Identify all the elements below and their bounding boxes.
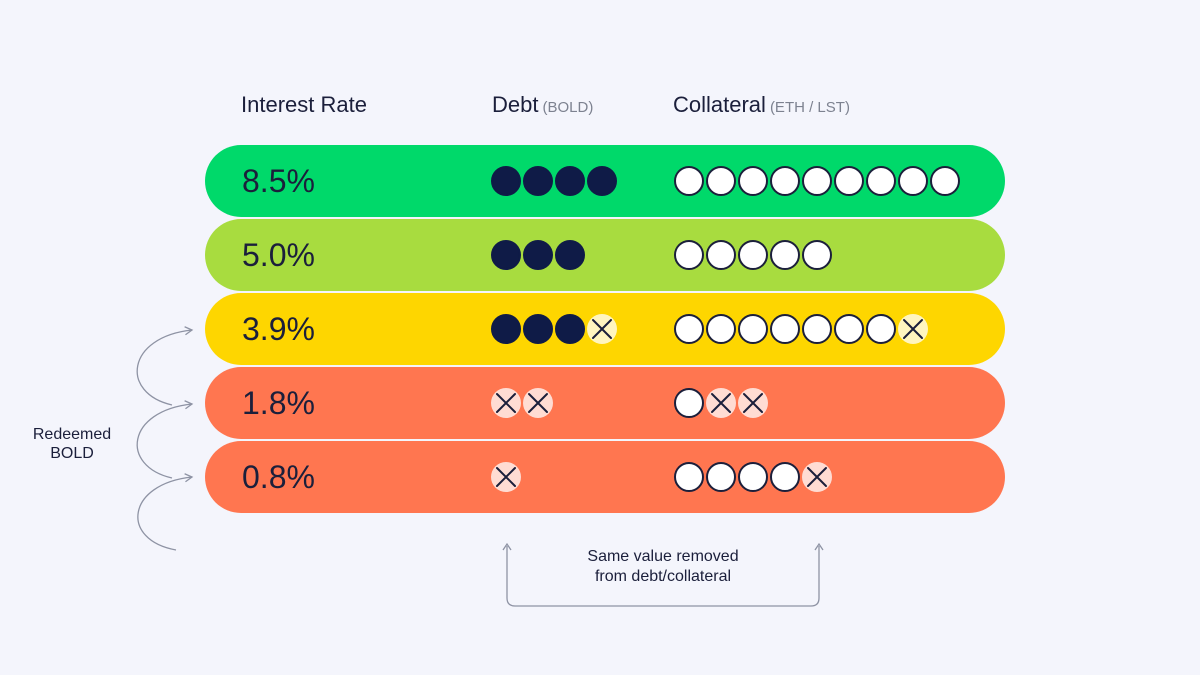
debt-circles [491, 314, 619, 344]
collateral-unit-circle [866, 314, 896, 344]
rate-label: 3.9% [242, 311, 315, 347]
collateral-unit-circle [738, 314, 768, 344]
rate-label: 5.0% [242, 237, 315, 273]
removed-x-icon [807, 467, 827, 487]
debt-unit-circle [523, 240, 553, 270]
bracket-arrow-right [814, 542, 824, 551]
removed-x-icon [528, 393, 548, 413]
debt-removed-circle [587, 314, 617, 344]
rate-label: 8.5% [242, 163, 315, 199]
collateral-unit-circle [674, 388, 704, 418]
collateral-unit-circle [738, 166, 768, 196]
interest-rate-header-label: Interest Rate [241, 92, 367, 117]
interest-rate-header: Interest Rate [241, 92, 367, 118]
value-removed-note-line-1: Same value removed [587, 548, 739, 565]
value-removed-note-line-2: from debt/collateral [594, 568, 732, 585]
collateral-unit-circle [770, 462, 800, 492]
collateral-unit-circle [674, 166, 704, 196]
collateral-unit-circle [738, 240, 768, 270]
debt-unit-circle [587, 166, 617, 196]
debt-unit-circle [523, 166, 553, 196]
debt-unit-circle [491, 166, 521, 196]
collateral-unit-circle [706, 314, 736, 344]
collateral-unit-circle [898, 166, 928, 196]
collateral-unit-circle [770, 166, 800, 196]
rate-label: 1.8% [242, 385, 315, 421]
removed-x-icon [903, 319, 923, 339]
collateral-header: Collateral (ETH / LST) [673, 92, 850, 118]
collateral-unit-circle [674, 462, 704, 492]
removed-x-icon [711, 393, 731, 413]
redeemed-bold-line-1: Redeemed [32, 426, 112, 443]
debt-header-label: Debt [492, 92, 539, 117]
collateral-unit-circle [834, 166, 864, 196]
collateral-circles [674, 462, 834, 492]
redemption-arrow-2 [136, 400, 194, 479]
collateral-circles [674, 314, 930, 344]
debt-removed-circle [491, 462, 521, 492]
collateral-removed-circle [898, 314, 928, 344]
value-removed-bracket [506, 546, 820, 607]
bracket-arrow-left [502, 542, 512, 551]
rate-row: 1.8% [205, 367, 1005, 439]
collateral-unit-circle [866, 166, 896, 196]
collateral-unit-circle [770, 240, 800, 270]
debt-header: Debt (BOLD) [492, 92, 593, 118]
collateral-unit-circle [674, 314, 704, 344]
value-removed-note: Same value removed from debt/collateral [553, 547, 773, 587]
debt-unit-label: (BOLD) [542, 99, 594, 116]
redeemed-bold-line-2: BOLD [50, 445, 94, 462]
collateral-header-label: Collateral [673, 92, 766, 117]
rate-label: 0.8% [242, 459, 315, 495]
collateral-unit-circle [834, 314, 864, 344]
rate-row: 5.0% [205, 219, 1005, 291]
debt-circles [491, 166, 619, 196]
collateral-unit-circle [706, 240, 736, 270]
debt-unit-circle [491, 240, 521, 270]
collateral-removed-circle [802, 462, 832, 492]
redemption-arrow-1 [136, 326, 194, 406]
collateral-unit-circle [930, 166, 960, 196]
collateral-removed-circle [738, 388, 768, 418]
debt-unit-circle [555, 240, 585, 270]
debt-unit-circle [555, 166, 585, 196]
collateral-removed-circle [706, 388, 736, 418]
debt-unit-circle [523, 314, 553, 344]
debt-removed-circle [491, 388, 521, 418]
debt-circles [491, 240, 587, 270]
rate-row: 8.5% [205, 145, 1005, 217]
debt-unit-circle [491, 314, 521, 344]
collateral-unit-circle [674, 240, 704, 270]
removed-x-icon [743, 393, 763, 413]
collateral-unit-circle [738, 462, 768, 492]
collateral-unit-circle [706, 166, 736, 196]
rate-row: 3.9% [205, 293, 1005, 365]
removed-x-icon [592, 319, 612, 339]
debt-circles [491, 388, 555, 418]
removed-x-icon [496, 467, 516, 487]
collateral-unit-circle [802, 166, 832, 196]
debt-unit-circle [555, 314, 585, 344]
collateral-unit-circle [706, 462, 736, 492]
collateral-circles [674, 240, 834, 270]
redemption-arrow-3 [137, 473, 194, 551]
debt-removed-circle [523, 388, 553, 418]
collateral-unit-circle [802, 314, 832, 344]
collateral-circles [674, 166, 962, 196]
collateral-unit-circle [770, 314, 800, 344]
collateral-unit-label: (ETH / LST) [769, 99, 850, 116]
rate-row: 0.8% [205, 441, 1005, 513]
removed-x-icon [496, 393, 516, 413]
collateral-unit-circle [802, 240, 832, 270]
debt-circles [491, 462, 523, 492]
collateral-circles [674, 388, 770, 418]
redeemed-bold-label: Redeemed BOLD [22, 425, 122, 463]
